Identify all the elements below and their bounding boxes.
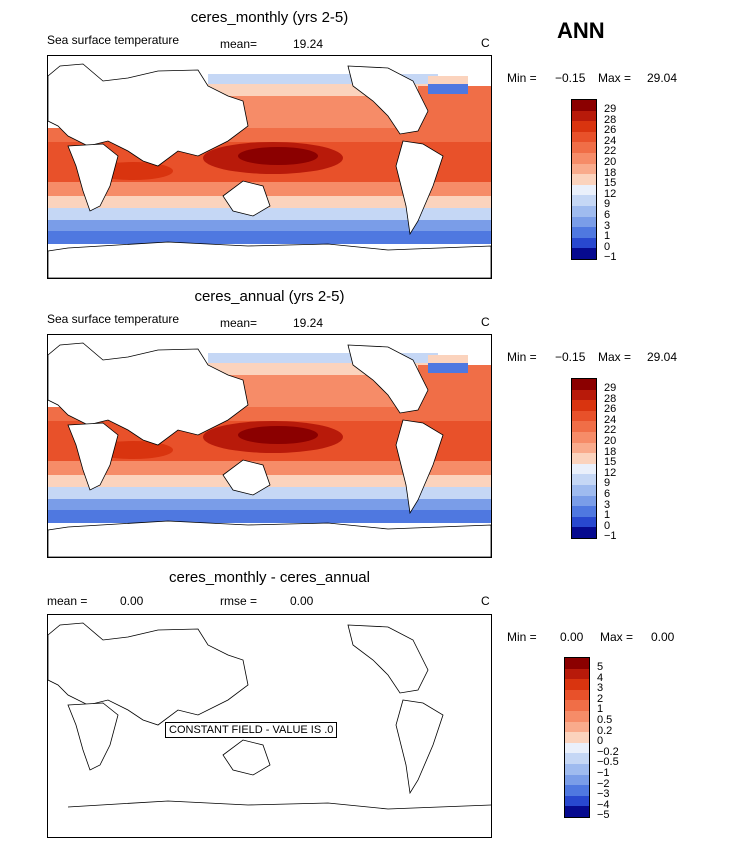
panel2-units: C [481, 315, 490, 329]
panel1-mean-label: mean= [220, 37, 258, 51]
colorbar-tick: 6 [604, 487, 611, 500]
panel2-colorbar [571, 378, 597, 539]
panel3-rmse-value: 0.00 [290, 594, 314, 608]
colorbar-tick: 1 [604, 509, 611, 522]
colorbar-tick: 6 [604, 208, 611, 221]
colorbar-tick: 26 [604, 403, 617, 416]
colorbar-tick: 3 [604, 219, 611, 232]
panel2-min-label: Min = [507, 350, 537, 364]
colorbar-tick: −4 [597, 798, 610, 811]
panel3-colorbar-ticks: 5 4 3 2 1 0.5 0.2 0 −0.2 −0.5 −1 −2 −3 −… [597, 662, 619, 821]
colorbar-tick: 1 [597, 703, 604, 716]
panel2-variable: Sea surface temperature [47, 312, 180, 326]
panel1-title: ceres_monthly (yrs 2-5) [190, 9, 349, 26]
panel1-max-value: 29.04 [647, 71, 678, 85]
colorbar-tick: 28 [604, 392, 617, 405]
colorbar-tick: −5 [597, 809, 610, 822]
panel3-units: C [481, 594, 490, 608]
colorbar-tick: 28 [604, 113, 617, 126]
panel1-map [47, 55, 492, 279]
colorbar-tick: 12 [604, 187, 617, 200]
colorbar-tick: 26 [604, 124, 617, 137]
colorbar-tick: 0 [604, 240, 611, 253]
colorbar-tick: 20 [604, 434, 617, 447]
colorbar-tick: 4 [597, 671, 604, 684]
panel2-title: ceres_annual (yrs 2-5) [194, 288, 345, 305]
panel3-mean-value: 0.00 [120, 594, 144, 608]
colorbar-tick: −2 [597, 777, 610, 790]
colorbar-tick: 22 [604, 145, 617, 158]
panel3-difference-field [48, 622, 491, 810]
colorbar-tick: 3 [604, 498, 611, 511]
panel3-colorbar [564, 657, 590, 818]
panel3-map: CONSTANT FIELD - VALUE IS .0 [47, 614, 492, 838]
panel1-sst-field [48, 63, 491, 278]
panel1-variable: Sea surface temperature [47, 33, 180, 47]
panel2-sst-field [48, 342, 491, 557]
colorbar-tick: 1 [604, 230, 611, 243]
panel3-max-value: 0.00 [651, 630, 675, 644]
colorbar-tick: 15 [604, 456, 617, 469]
panel2-max-label: Max = [598, 350, 632, 364]
colorbar-tick: 12 [604, 466, 617, 479]
colorbar-tick: −1 [604, 251, 617, 264]
panel2-map [47, 334, 492, 558]
panel3-mean-label: mean = [47, 594, 88, 608]
colorbar-tick: 3 [597, 682, 604, 695]
colorbar-tick: 0.5 [597, 713, 613, 726]
colorbar-tick: −1 [604, 530, 617, 543]
panel3-rmse-label: rmse = [220, 594, 258, 608]
colorbar-tick: 29 [604, 382, 617, 394]
colorbar-tick: 18 [604, 166, 617, 179]
colorbar-tick: 9 [604, 198, 611, 211]
panel3-min-value: 0.00 [560, 630, 584, 644]
panel2-max-value: 29.04 [647, 350, 678, 364]
panel2-mean-label: mean= [220, 316, 258, 330]
panel1-min-label: Min = [507, 71, 537, 85]
panel1-colorbar-ticks: 29 28 26 24 22 20 18 15 12 9 6 3 1 0 −1 [604, 104, 617, 263]
colorbar-tick: 0 [604, 519, 611, 532]
colorbar-tick: 29 [604, 103, 617, 115]
colorbar-tick: 9 [604, 477, 611, 490]
colorbar-tick: −3 [597, 788, 610, 801]
panel2-colorbar-ticks: 29 28 26 24 22 20 18 15 12 9 6 3 1 0 −1 [604, 383, 617, 542]
colorbar-tick: 0 [597, 735, 604, 748]
panel3-title: ceres_monthly - ceres_annual [169, 569, 370, 586]
colorbar-tick: 2 [597, 692, 604, 705]
panel3-min-label: Min = [507, 630, 537, 644]
season-label: ANN [557, 18, 605, 43]
panel1-max-label: Max = [598, 71, 632, 85]
panel2-min-value: −0.15 [555, 350, 586, 364]
colorbar-tick: −0.2 [597, 745, 619, 758]
colorbar-tick: 18 [604, 445, 617, 458]
colorbar-tick: 15 [604, 177, 617, 190]
constant-field-label: CONSTANT FIELD - VALUE IS .0 [165, 722, 338, 738]
colorbar-tick: −0.5 [597, 756, 619, 769]
colorbar-tick: −1 [597, 766, 610, 779]
colorbar-tick: 22 [604, 424, 617, 437]
panel2-mean-value: 19.24 [293, 316, 324, 330]
panel1-mean-value: 19.24 [293, 37, 324, 51]
colorbar-tick: 20 [604, 155, 617, 168]
panel1-units: C [481, 36, 490, 50]
panel1-colorbar [571, 99, 597, 260]
colorbar-tick: 24 [604, 413, 617, 426]
colorbar-tick: 24 [604, 134, 617, 147]
colorbar-tick: 0.2 [597, 724, 613, 737]
panel1-min-value: −0.15 [555, 71, 586, 85]
colorbar-tick: 5 [597, 661, 604, 673]
panel3-max-label: Max = [600, 630, 634, 644]
